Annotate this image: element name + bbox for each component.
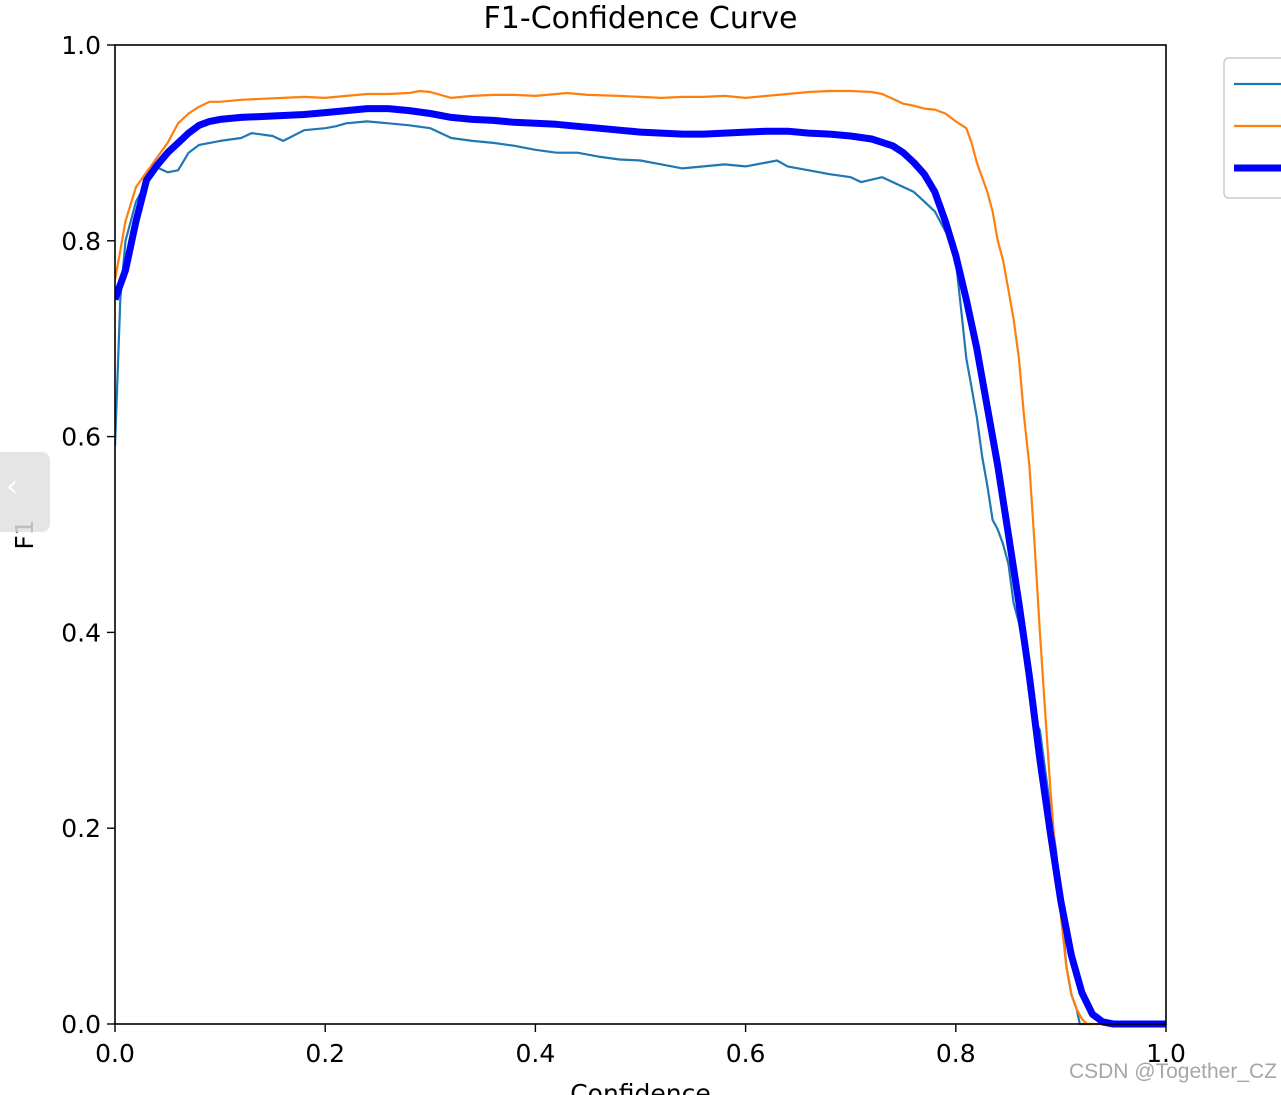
series-layer xyxy=(115,89,1166,1028)
legend-box xyxy=(1223,57,1281,199)
x-axis-label: Confidence xyxy=(570,1079,711,1095)
x-tick-label: 0.4 xyxy=(516,1039,556,1068)
y-tick-label: 0.4 xyxy=(61,618,101,647)
x-tick-label: 0.8 xyxy=(936,1039,976,1068)
x-tick-label: 0.0 xyxy=(95,1039,135,1068)
y-tick-label: 0.8 xyxy=(61,227,101,256)
y-tick-label: 0.0 xyxy=(61,1010,101,1039)
y-tick-label: 0.6 xyxy=(61,423,101,452)
watermark: CSDN @Together_CZ xyxy=(1068,1060,1277,1083)
plot-frame xyxy=(114,44,1167,1025)
series-line-2 xyxy=(115,89,1103,1026)
y-tick-label: 0.2 xyxy=(61,814,101,843)
y-tick-label: 1.0 xyxy=(61,31,101,60)
x-tick-label: 0.6 xyxy=(726,1039,766,1068)
chevron-left-icon: ‹ xyxy=(6,469,18,504)
legend xyxy=(1223,57,1281,199)
series-line-1 xyxy=(115,120,1093,1026)
axes-layer xyxy=(107,44,1167,1032)
labels-layer: 0.0 0.2 0.4 0.6 0.8 1.0 0.0 0.2 0.4 0.6 0.8 1.0 F1-C… xyxy=(10,1,1186,1095)
series-line-3 xyxy=(115,105,1166,1028)
x-tick-label: 0.2 xyxy=(305,1039,345,1068)
chart-title: F1-Confidence Curve xyxy=(484,1,798,36)
collapse-sidebar-button[interactable]: ‹ xyxy=(0,452,50,532)
x-tick-label: 1.0 xyxy=(1146,1039,1186,1068)
